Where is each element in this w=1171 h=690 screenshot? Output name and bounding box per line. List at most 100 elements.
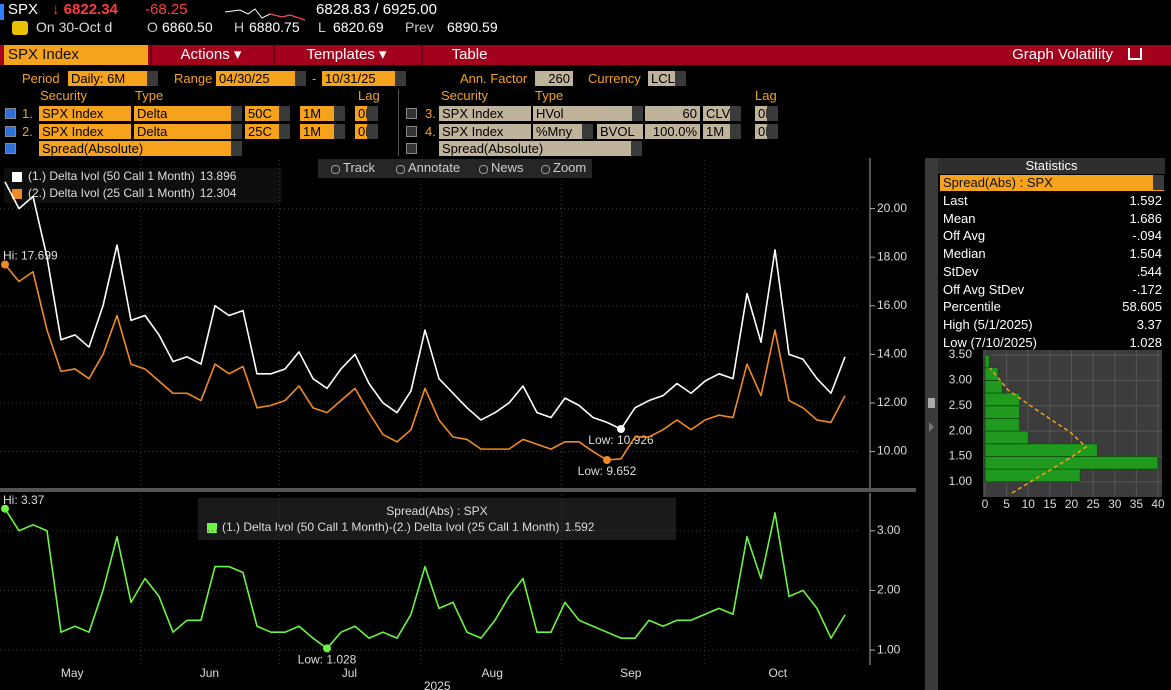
security-field[interactable]: Delta — [134, 123, 242, 139]
extreme-label: Low: 9.652 — [578, 464, 637, 478]
tool-button[interactable]: Zoom — [553, 160, 587, 175]
divider — [398, 90, 399, 156]
y-tick-label: 3.00 — [949, 373, 973, 387]
ticker-marker — [0, 4, 4, 20]
x-tick-label: May — [61, 666, 84, 680]
x-tick-label: Jul — [342, 666, 357, 680]
legend-entry: (1.) Delta Ivol (50 Call 1 Month) 13.896 — [28, 169, 237, 183]
security-field[interactable]: 1M — [300, 123, 345, 139]
extreme-label: Hi: 3.37 — [3, 493, 45, 507]
legend-name: (1.) Delta Ivol (50 Call 1 Month)-(2.) D… — [222, 520, 559, 534]
tool-button[interactable]: News — [491, 160, 524, 175]
extreme-dot — [323, 644, 331, 653]
security-field[interactable]: 0D — [355, 106, 378, 121]
last-price: ↓ 6822.34 — [52, 1, 118, 18]
security-field[interactable]: CLV — [703, 106, 741, 121]
menu-item[interactable]: Table — [421, 45, 516, 65]
menu-export[interactable] — [1128, 48, 1142, 60]
checkbox[interactable] — [406, 143, 417, 154]
checkbox[interactable] — [406, 125, 417, 137]
security-field[interactable]: HVol — [533, 106, 643, 121]
security-field[interactable]: SPX Index — [39, 106, 131, 121]
period-field[interactable]: Daily: 6M — [68, 71, 158, 86]
menu-graph[interactable]: Graph Volatility — [1012, 46, 1113, 63]
checkbox[interactable] — [5, 143, 16, 154]
stats-label: Median — [943, 246, 986, 262]
stats-value: -.172 — [1132, 281, 1162, 297]
stats-label: Off Avg StDev — [943, 281, 1025, 297]
stats-title: Statistics — [938, 158, 1165, 174]
x-tick-label: Oct — [768, 666, 787, 680]
legend-box — [4, 168, 282, 203]
quote-label: L — [318, 19, 326, 35]
stats-value: 58.605 — [1122, 299, 1162, 315]
currency-field[interactable]: LCL — [648, 71, 686, 86]
histogram-bar — [984, 405, 1020, 419]
side-arrow[interactable] — [929, 422, 934, 432]
y-tick-label: 16.00 — [877, 298, 907, 312]
ann-field[interactable]: 260 — [535, 71, 573, 86]
security-field[interactable]: SPX Index — [39, 123, 131, 139]
checkbox[interactable] — [406, 108, 417, 119]
stats-label: Low (7/10/2025) — [943, 334, 1037, 350]
security-field[interactable]: 1M — [703, 123, 741, 139]
menu-item[interactable]: Actions ▾ — [150, 45, 270, 65]
tool-icon[interactable] — [541, 165, 550, 174]
stats-value: 1.504 — [1129, 246, 1162, 262]
security-field[interactable]: 50C — [245, 106, 290, 121]
x-tick-label: 0 — [982, 497, 989, 511]
end-field[interactable]: 10/31/25 — [322, 71, 406, 86]
chart-toolbar — [318, 159, 592, 178]
quote-value: 6880.75 — [249, 19, 300, 35]
tool-button[interactable]: Annotate — [408, 160, 461, 175]
currency-label: Currency — [588, 71, 641, 86]
stats-label: Last — [943, 193, 968, 208]
row-number: 4. — [425, 123, 436, 139]
tool-button[interactable]: Track — [343, 160, 376, 175]
security-field[interactable]: 0D — [755, 123, 778, 139]
tool-icon[interactable] — [331, 165, 340, 174]
start-field[interactable]: 04/30/25 — [216, 71, 306, 86]
tool-icon[interactable] — [396, 165, 405, 174]
checkbox[interactable] — [5, 125, 16, 137]
series-line — [4, 508, 846, 650]
range-sep: - — [312, 71, 317, 86]
security-field[interactable]: BVOL — [597, 123, 643, 139]
quote-value: 6860.50 — [162, 19, 213, 35]
security-field[interactable]: Spread(Absolute) — [439, 141, 642, 156]
y-tick-label: 1.00 — [877, 642, 901, 656]
alert-icon[interactable] — [12, 21, 28, 35]
menu-item[interactable]: Templates ▾ — [273, 45, 418, 65]
security-field[interactable]: Spread(Absolute) — [39, 141, 242, 156]
security-field[interactable]: %Mny — [533, 123, 593, 139]
security-field[interactable]: SPX Index — [439, 106, 531, 121]
security-field[interactable]: 0D — [355, 123, 378, 139]
security-field[interactable]: 25C — [245, 123, 290, 139]
tool-icon[interactable] — [479, 165, 488, 174]
y-tick-label: 2.00 — [949, 423, 973, 437]
y-tick-label: 1.00 — [949, 474, 973, 488]
legend-value: 1.592 — [564, 520, 594, 534]
legend-value: 12.304 — [200, 186, 237, 200]
security-field[interactable]: 0D — [755, 106, 778, 121]
security-field[interactable]: Delta — [134, 106, 242, 121]
quote-value: 6820.69 — [333, 19, 384, 35]
stats-label: High (5/1/2025) — [943, 316, 1033, 332]
security-field[interactable]: 1M — [300, 106, 345, 121]
checkbox[interactable] — [5, 108, 16, 119]
legend-entry: (2.) Delta Ivol (25 Call 1 Month) 12.304 — [28, 186, 237, 200]
security-field[interactable]: 100.0% — [645, 123, 700, 139]
menu-security[interactable]: SPX Index — [4, 45, 148, 65]
column-header: Security — [40, 88, 87, 103]
side-icon[interactable] — [928, 398, 935, 408]
range-label: Range — [174, 71, 213, 86]
security-field[interactable]: SPX Index — [439, 123, 531, 139]
stats-value: -.094 — [1132, 228, 1162, 244]
stats-selector[interactable]: Spread(Abs) : SPX — [940, 175, 1164, 191]
legend-value: 13.896 — [200, 169, 237, 183]
x-tick-label: Aug — [482, 666, 503, 680]
stats-label: Mean — [943, 210, 976, 226]
y-tick-label: 3.00 — [877, 523, 901, 537]
security-field[interactable]: 60 — [645, 106, 700, 121]
